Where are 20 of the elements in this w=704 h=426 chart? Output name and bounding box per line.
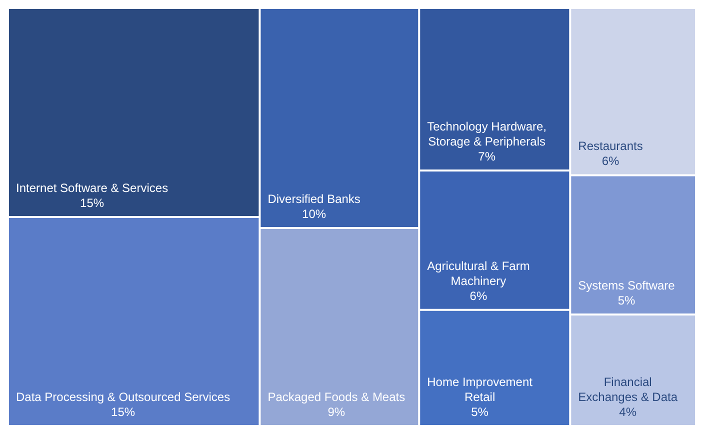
data-label: 9%	[328, 405, 346, 419]
data-label: 6%	[602, 154, 620, 168]
data-label: 5%	[471, 405, 489, 419]
category-label: Diversified Banks	[268, 192, 360, 206]
data-label: 7%	[478, 150, 496, 164]
data-label: 5%	[618, 294, 636, 308]
category-label: Systems Software	[578, 278, 676, 293]
category-label: Restaurants	[578, 139, 643, 154]
category-label: Internet Software & Services	[16, 181, 168, 195]
category-label: Agricultural & Farm Machinery	[427, 258, 530, 288]
data-label: 4%	[619, 405, 637, 419]
category-label: Technology Hardware, Storage & Peripherals	[427, 120, 547, 149]
category-label: Packaged Foods & Meats	[268, 390, 406, 404]
category-label: Financial Exchanges & Data	[578, 375, 678, 404]
category-label: Data Processing & Outsourced Services	[16, 390, 230, 404]
data-label: 10%	[302, 207, 326, 221]
data-label: 6%	[470, 288, 488, 303]
category-label: Home Improvement Retail	[427, 375, 534, 404]
data-label: 15%	[111, 405, 136, 419]
data-label: 15%	[80, 196, 104, 210]
